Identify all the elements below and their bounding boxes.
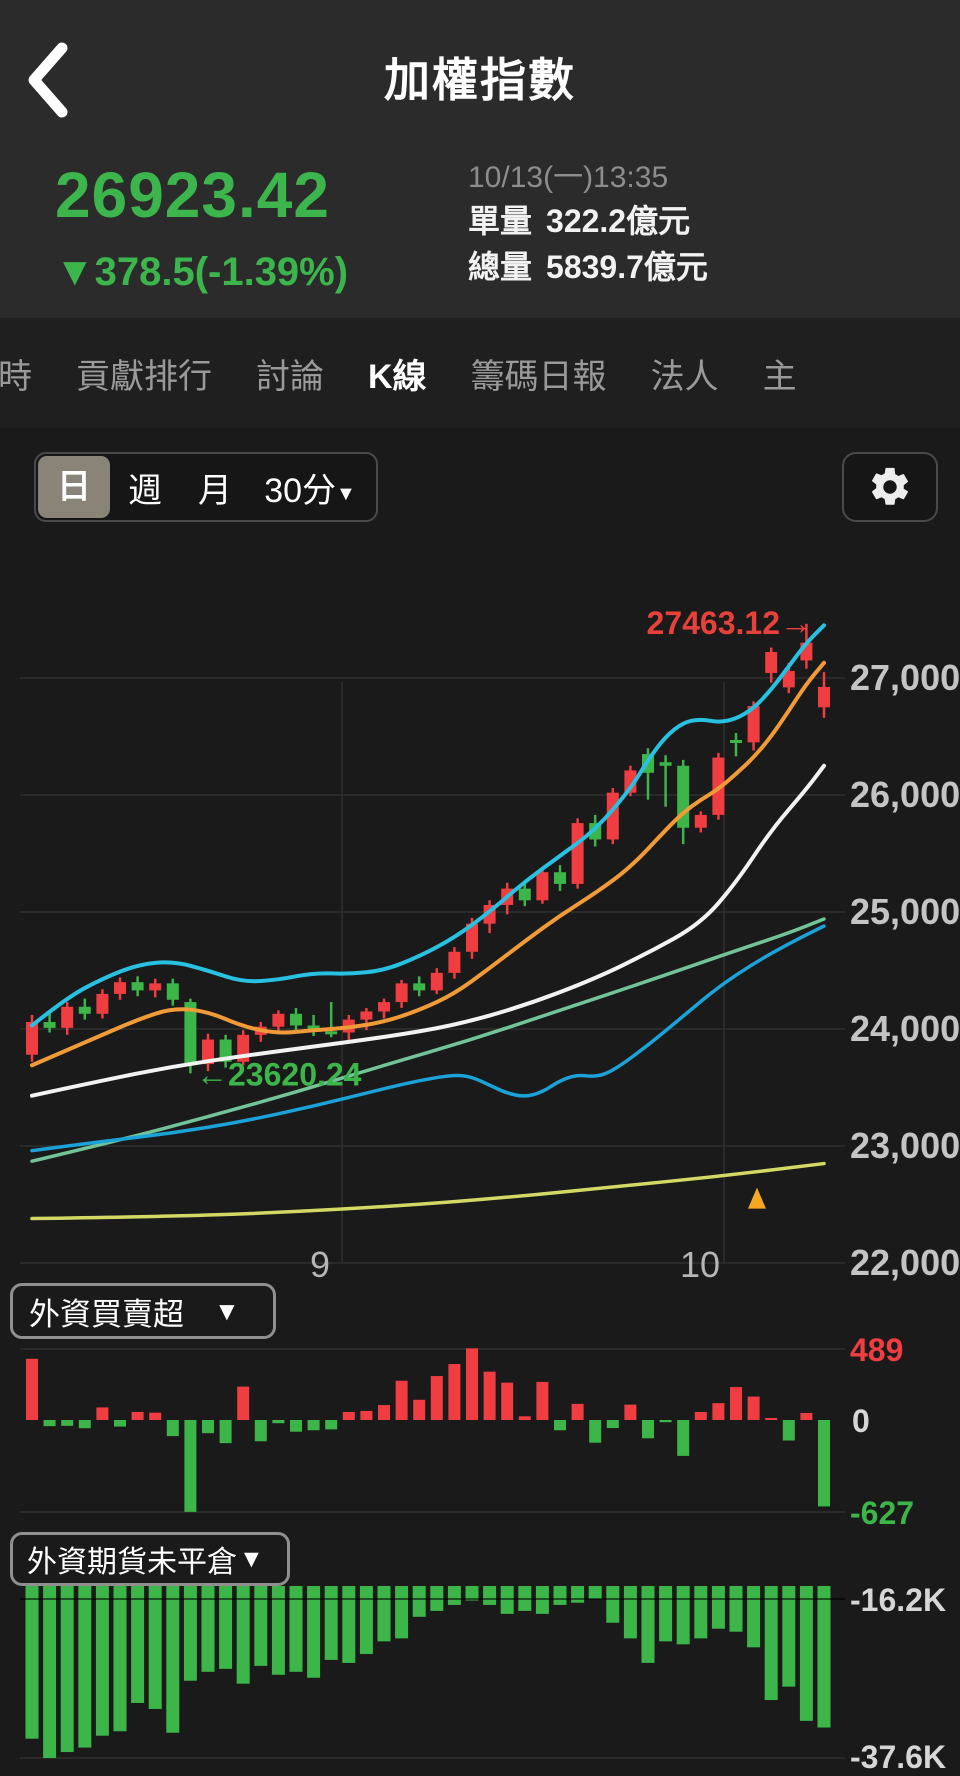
ma-white [30,763,826,1098]
single-volume-value: 322.2億元 [546,203,691,239]
foreign-buy-sell-labels: 489 0 -627 [850,1332,914,1531]
tab-貢獻排行[interactable]: 貢獻排行 [76,357,212,396]
tab-法人[interactable]: 法人 [650,357,719,396]
dropdown-caret-icon: ▼ [239,1544,264,1573]
period-月[interactable]: 月 [198,471,232,510]
svg-text:27,000: 27,000 [850,657,960,698]
total-volume-label: 總量 [468,249,533,285]
total-volume-row: 總量 5839.7億元 [468,242,708,288]
svg-text:9: 9 [310,1244,330,1285]
foreign-buy-sell-label: 外資買賣超 [29,1296,184,1332]
tab-討論[interactable]: 討論 [256,357,324,396]
period-segmented-control: 日週月 30分▼ [34,452,378,522]
header: 加權指數 26923.42 ▼378.5(-1.39%) 10/13(一)13:… [0,0,960,318]
period-30分[interactable]: 30分▼ [264,471,356,510]
candlestick-chart[interactable]: 27,000 26,000 25,000 24,000 23,000 22,000 9 10 2… [0,430,960,1776]
svg-text:-37.6K: -37.6K [850,1739,946,1775]
ma-orange [30,660,826,1068]
band-cyan [30,623,826,1028]
svg-text:26,000: 26,000 [850,774,960,815]
period-日[interactable]: 日 [38,456,110,518]
svg-text:489: 489 [850,1332,903,1368]
period-週[interactable]: 週 [128,471,162,510]
svg-text:10: 10 [680,1244,720,1285]
ma-seafoam [30,917,826,1163]
svg-text:24,000: 24,000 [850,1008,960,1049]
tab-時[interactable]: 時 [0,357,32,396]
section-tab-bar: 時 貢獻排行 討論 K線 籌碼日報 法人 主 [0,318,960,431]
total-volume-value: 5839.7億元 [546,249,708,285]
foreign-futures-labels: -16.2K -37.6K [850,1582,946,1775]
gear-icon [872,467,908,505]
foreign-futures-label: 外資期貨未平倉 [27,1546,237,1579]
foreign-buy-sell-bars [26,1348,830,1512]
svg-text:22,000: 22,000 [850,1242,960,1283]
foreign-buy-sell-selector[interactable]: 外資買賣超 ▼ [10,1283,276,1339]
single-volume-row: 單量 322.2億元 [468,196,690,242]
foreign-futures-bars [25,1586,831,1759]
tab-籌碼日報[interactable]: 籌碼日報 [470,357,607,396]
page-title: 加權指數 [384,54,576,106]
svg-text:-16.2K: -16.2K [850,1582,946,1618]
period-caret-icon: ▼ [336,482,356,505]
ma-blue [30,924,826,1153]
tab-主[interactable]: 主 [762,357,797,396]
svg-text:0: 0 [852,1403,870,1439]
index-change: ▼378.5(-1.39%) [55,250,349,294]
chevron-left-icon [28,42,68,118]
index-price: 26923.42 [55,159,330,231]
back-button[interactable] [24,40,72,120]
foreign-futures-selector[interactable]: 外資期貨未平倉 ▼ [10,1532,290,1586]
svg-text:23,000: 23,000 [850,1125,960,1166]
svg-text:-627: -627 [850,1495,914,1531]
quote-datetime: 10/13(一)13:35 [468,161,669,194]
x-axis-labels: 9 10 [310,1244,720,1285]
single-volume-label: 單量 [468,203,533,239]
svg-text:25,000: 25,000 [850,891,960,932]
dropdown-caret-icon: ▼ [214,1295,240,1326]
tab-K線[interactable]: K線 [368,357,427,396]
chart-settings-button[interactable] [842,452,938,522]
high-annotation: 27463.12→ [647,605,812,641]
ma-yellow [30,1161,826,1221]
low-annotation: ←23620.24 [196,1056,362,1092]
triangle-up-icon [748,1187,766,1209]
y-axis-labels: 27,000 26,000 25,000 24,000 23,000 22,000 [850,657,960,1283]
